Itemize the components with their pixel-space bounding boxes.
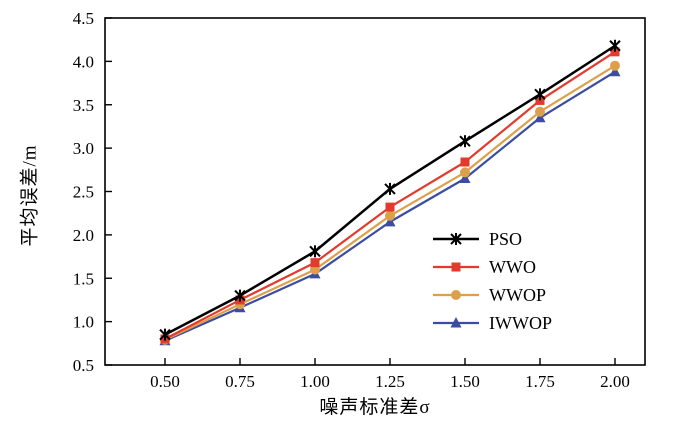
- y-tick-label: 3.5: [73, 96, 94, 115]
- y-tick-label: 2.0: [73, 226, 94, 245]
- series-WWOP-marker: [460, 167, 470, 178]
- plot-border: [104, 17, 646, 366]
- series-PSO-marker: [459, 135, 471, 148]
- y-tick-label: 2.5: [73, 183, 94, 202]
- series-WWO-marker: [460, 157, 470, 167]
- series-WWO-marker: [535, 95, 545, 105]
- series-IWWOP-marker: [384, 215, 396, 227]
- series-PSO-marker: [609, 39, 621, 52]
- y-tick-label: 4.5: [73, 9, 94, 28]
- series-PSO: [159, 39, 621, 341]
- x-tick-label: 0.75: [225, 372, 255, 391]
- series-IWWOP-marker: [459, 172, 471, 183]
- series-WWOP-marker: [610, 60, 620, 71]
- legend-marker-circle-icon: [451, 290, 461, 300]
- series-IWWOP-marker: [609, 65, 621, 77]
- x-tick-label: 1.50: [450, 372, 480, 391]
- y-axis-title: 平均误差/m: [19, 144, 41, 247]
- y-tick-label: 1.0: [73, 313, 94, 332]
- series-PSO-marker: [309, 245, 321, 258]
- series-PSO-marker: [384, 182, 396, 195]
- x-axis-title: 噪声标准差σ: [319, 397, 431, 418]
- series-WWO-marker: [310, 258, 320, 268]
- x-tick-label: 1.00: [300, 372, 330, 391]
- series-PSO-marker: [534, 88, 546, 101]
- series-WWO-line: [164, 50, 616, 340]
- legend: PSO WWO WWOP IWWOP: [433, 229, 552, 333]
- legend-item-WWOP: WWOP: [433, 285, 546, 305]
- series-WWO: [160, 47, 620, 344]
- y-tick-label: 4.0: [73, 52, 94, 71]
- x-tick-label: 0.50: [150, 372, 180, 391]
- x-tick-label: 1.25: [375, 372, 405, 391]
- legend-label: IWWOP: [489, 313, 552, 333]
- series-WWOP-marker: [535, 106, 545, 117]
- x-tick-label: 1.75: [525, 372, 555, 391]
- series-WWOP-marker: [385, 210, 395, 221]
- legend-marker-asterisk-icon: [450, 233, 462, 245]
- legend-label: WWOP: [489, 285, 546, 305]
- legend-label: PSO: [489, 229, 522, 249]
- legend-item-WWO: WWO: [433, 257, 536, 277]
- legend-item-IWWOP: IWWOP: [433, 313, 552, 333]
- legend-marker-square-icon: [451, 262, 461, 272]
- y-tick-label: 0.5: [73, 356, 94, 375]
- series-WWO-marker: [385, 202, 395, 212]
- legend-marker-triangle-icon: [450, 317, 462, 328]
- legend-label: WWO: [489, 257, 536, 277]
- series-PSO-marker: [159, 328, 171, 341]
- x-tick-label: 2.00: [600, 372, 630, 391]
- y-tick-label: 3.0: [73, 139, 94, 158]
- series-WWO-marker: [610, 47, 620, 57]
- series-IWWOP-marker: [534, 111, 546, 123]
- series-PSO-marker: [234, 289, 246, 302]
- legend-item-PSO: PSO: [433, 229, 522, 249]
- y-tick-label: 1.5: [73, 269, 94, 288]
